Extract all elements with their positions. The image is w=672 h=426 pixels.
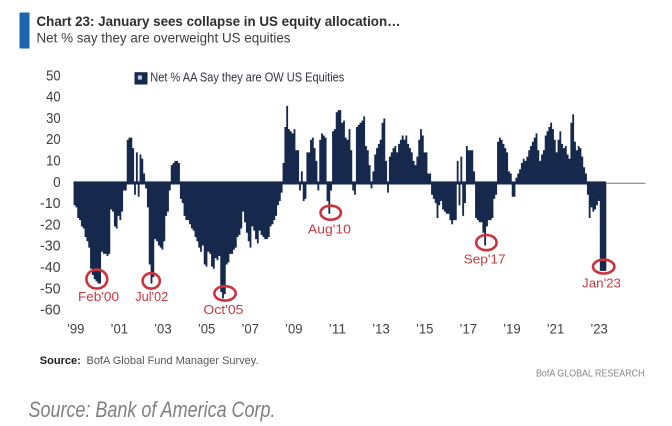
svg-text:-10: -10 [40, 195, 61, 212]
svg-text:Net % AA Say they are OW US Eq: Net % AA Say they are OW US Equities [150, 70, 344, 85]
svg-text:Jan'23: Jan'23 [582, 276, 621, 291]
svg-text:0: 0 [53, 174, 61, 191]
svg-text:BofA Global Fund Manager Surve: BofA Global Fund Manager Survey. [87, 355, 259, 367]
svg-text:’13: ’13 [372, 321, 390, 337]
svg-text:Source: Bank of America Corp.: Source: Bank of America Corp. [29, 397, 276, 422]
svg-text:-30: -30 [40, 238, 61, 255]
svg-text:10: 10 [46, 153, 61, 170]
svg-text:Chart 23: January sees collaps: Chart 23: January sees collapse in US eq… [37, 14, 401, 29]
svg-text:50: 50 [46, 67, 61, 84]
svg-text:Aug'10: Aug'10 [308, 222, 351, 237]
svg-text:-50: -50 [40, 280, 61, 297]
svg-text:Oct'05: Oct'05 [203, 302, 243, 317]
svg-text:’01: ’01 [111, 321, 129, 337]
svg-text:Jul'02: Jul'02 [135, 289, 168, 304]
svg-text:Net % say they are overweight: Net % say they are overweight US equitie… [37, 31, 291, 46]
svg-text:’05: ’05 [198, 321, 216, 337]
svg-text:BofA GLOBAL RESEARCH: BofA GLOBAL RESEARCH [536, 368, 645, 380]
svg-text:’17: ’17 [460, 321, 478, 337]
svg-text:Sep'17: Sep'17 [464, 252, 506, 267]
svg-text:’19: ’19 [503, 321, 521, 337]
svg-text:’99: ’99 [67, 321, 85, 337]
svg-text:’11: ’11 [329, 321, 347, 337]
svg-text:Feb'00: Feb'00 [78, 289, 119, 304]
svg-text:-60: -60 [40, 302, 61, 319]
svg-text:’07: ’07 [241, 321, 259, 337]
svg-text:’03: ’03 [154, 321, 172, 337]
svg-text:-40: -40 [40, 259, 61, 276]
svg-text:’23: ’23 [590, 321, 608, 337]
svg-text:Source:: Source: [40, 355, 81, 367]
svg-text:-20: -20 [40, 216, 61, 233]
svg-text:40: 40 [46, 89, 61, 106]
svg-text:’09: ’09 [285, 321, 303, 337]
svg-text:’21: ’21 [547, 321, 565, 337]
svg-text:20: 20 [46, 131, 61, 148]
svg-text:’15: ’15 [416, 321, 434, 337]
svg-text:30: 30 [46, 110, 61, 127]
